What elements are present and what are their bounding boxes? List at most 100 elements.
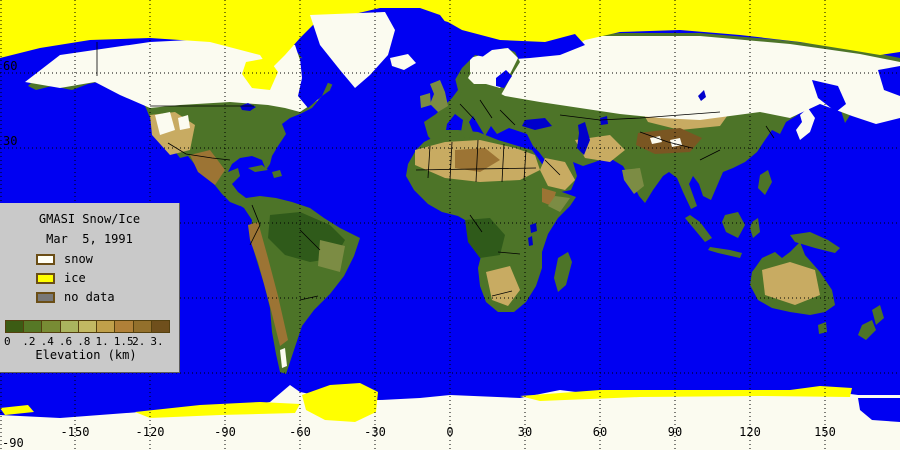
arabian-desert [540,158,575,190]
aral-sea [600,116,608,125]
snow-rockies-2 [178,115,190,130]
island-java [708,247,742,258]
snow-tibet-1 [650,136,662,144]
caspian-sea [577,122,590,155]
axis-labels: 60 30 -90 -150 -120 -90 -60 -30 0 30 60 … [2,59,836,450]
elevation-colorbar [5,320,170,333]
lake-victoria [530,223,537,233]
ross-sea-notch [858,398,900,422]
snow-japan [796,108,815,140]
north-atlantic [330,14,585,110]
lake-tanganyika [528,236,533,246]
island-madagascar [554,252,572,292]
no-data-swatch [36,292,55,303]
colorbar-tick: .4 [40,335,54,348]
colorbar-segment [6,321,25,332]
island-philippines [758,170,772,195]
lon-label: -60 [289,425,311,439]
open-water [298,14,900,112]
antarctic-ice-patch-fringe [520,386,852,401]
colorbar-tick: 1.5 [113,335,134,348]
colorbar-tick: 3. [150,335,164,348]
snow-swatch [36,254,55,265]
lat-label: 60 [3,59,17,73]
colorbar-segment [115,321,134,332]
colorbar-segment [24,321,43,332]
arctic-ice [0,0,900,70]
colorbar-tick: .8 [77,335,91,348]
colorbar-tick: 0 [4,335,11,348]
snow-rockies-1 [155,112,175,135]
lat-label: 30 [3,134,17,148]
antarctic-ice-patch-main [302,383,378,422]
colorbar-segment [151,321,169,332]
island-cuba [248,165,268,172]
lon-label: 120 [739,425,761,439]
lon-label: -150 [61,425,90,439]
antarctic-sea-ice [0,383,852,422]
bering-sea [878,66,900,96]
lon-label: 90 [668,425,682,439]
colorbar-tick: 2. [132,335,146,348]
island-new-guinea [790,232,840,253]
colorbar-tick: .2 [22,335,36,348]
baltic-sea [496,70,512,88]
brazil-highlands [318,240,345,272]
lat-label: -90 [2,436,24,450]
hudson-bay-ice [242,58,278,90]
lon-label: 0 [446,425,453,439]
colorbar-caption: Elevation (km) [35,348,137,362]
colorbar-segment [78,321,98,332]
snow-north-america [25,38,324,112]
lon-label: 150 [814,425,836,439]
legend-item-nodata: no data [36,290,115,305]
india-interior [622,168,644,194]
colorbar-tick-labels: 0 .2 .4 .6 .8 1. 1.5 2. 3. [4,335,176,348]
legend-item-label: no data [64,290,115,304]
island-hispaniola [272,170,282,178]
colorbar-segment [133,321,152,332]
lon-label: -30 [364,425,386,439]
greenland [310,12,395,88]
great-lakes [240,103,256,111]
legend-panel: GMASI Snow/Ice Mar 5, 1991 snow ice no d… [0,203,180,373]
snow-cover [25,36,900,368]
colorbar-segment [97,321,116,332]
colorbar-segment [42,321,61,332]
legend-item-label: snow [64,252,93,266]
island-new-zealand-south [858,320,876,340]
island-sumatra [685,215,712,242]
colorbar-segment [60,321,79,332]
sea-of-okhotsk [812,80,846,112]
antarctic-ice-patch-west [135,402,300,418]
snow-sakhalin [800,84,808,108]
colorbar-tick: .6 [58,335,73,348]
antarctic-ice-patch-left [0,405,34,415]
andes-mountains [248,222,288,346]
legend-item-label: ice [64,271,86,285]
australia-desert [762,262,820,305]
snow-patagonia [280,348,287,368]
horn-of-africa [548,196,570,212]
colorbar-tick: 1. [95,335,109,348]
legend-title: GMASI Snow/Ice [38,212,141,226]
black-sea [522,118,552,130]
lakes [240,90,706,246]
ice-swatch [36,273,55,284]
island-borneo [722,212,745,238]
lon-label: -90 [214,425,236,439]
congo-forest [465,218,505,258]
labrador-sea [298,58,330,108]
ireland [420,93,431,108]
iceland [390,54,416,70]
sahara-highlands [455,148,500,172]
legend-date: Mar 5, 1991 [46,232,133,246]
lon-label: 30 [518,425,532,439]
kalahari-desert [486,266,520,306]
lon-label: 60 [593,425,607,439]
snow-eurasia-siberia [470,36,900,124]
legend-item-ice: ice [36,271,86,286]
antarctica [0,385,900,450]
united-kingdom [430,80,448,112]
